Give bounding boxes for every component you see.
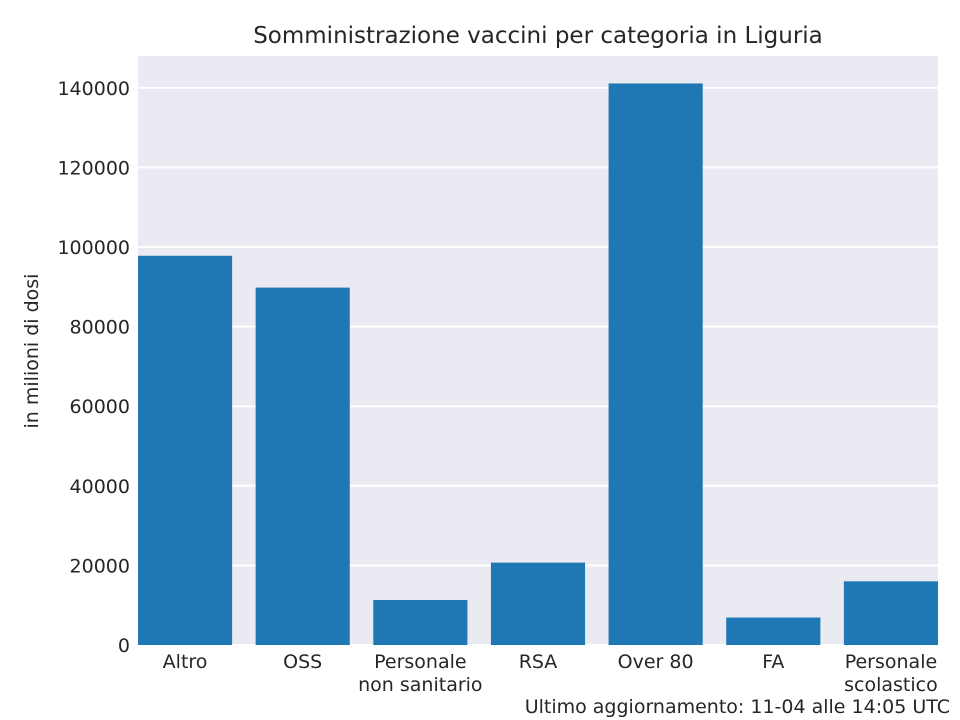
x-tick-label: RSA <box>519 651 558 673</box>
x-tick-label: Over 80 <box>618 651 694 673</box>
x-tick-label: Personale <box>845 651 937 673</box>
bar <box>726 617 821 645</box>
bar <box>490 562 586 645</box>
y-tick-label: 40000 <box>70 476 130 498</box>
y-tick-label: 80000 <box>70 317 130 339</box>
y-tick-label: 0 <box>118 635 130 657</box>
bar <box>608 83 703 645</box>
y-tick-label: 120000 <box>57 157 130 179</box>
bars <box>138 83 938 646</box>
y-tick-label: 20000 <box>70 555 130 577</box>
x-tick-label: Personale <box>374 651 466 673</box>
y-tick-label: 140000 <box>57 78 130 100</box>
y-axis-ticks: 0 20000 40000 60000 80000 100000 120000 140000 <box>57 78 130 657</box>
bar <box>255 287 350 645</box>
x-tick-label: OSS <box>283 651 322 673</box>
x-tick-label: Altro <box>163 651 208 673</box>
y-tick-label: 100000 <box>57 237 130 259</box>
bar <box>373 600 468 645</box>
bar <box>843 581 938 645</box>
bar <box>138 255 233 646</box>
y-tick-label: 60000 <box>70 396 130 418</box>
last-updated-note: Ultimo aggiornamento: 11-04 alle 14:05 U… <box>525 696 950 718</box>
x-tick-label: non sanitario <box>358 674 482 696</box>
x-tick-label: scolastico <box>844 674 938 696</box>
x-tick-label: FA <box>762 651 784 673</box>
y-axis-label: in milioni di dosi <box>21 274 43 429</box>
chart-title: Somministrazione vaccini per categoria i… <box>253 23 823 49</box>
